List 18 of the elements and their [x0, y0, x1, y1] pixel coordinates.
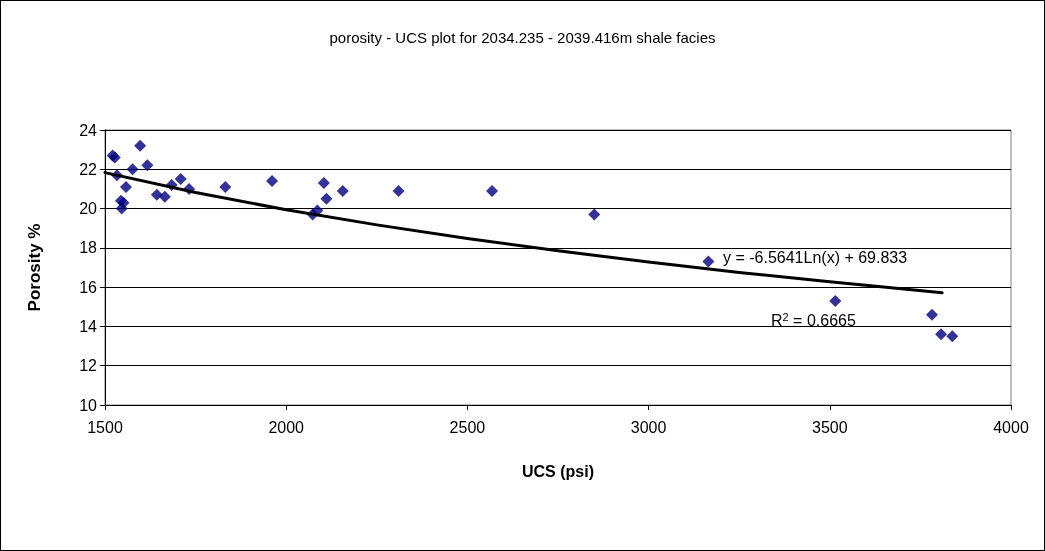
y-tick-label: 18 — [79, 239, 98, 257]
chart-title: porosity - UCS plot for 2034.235 - 2039.416m shale facies — [329, 29, 716, 46]
x-tick-label: 2500 — [449, 418, 486, 436]
y-tick-label: 22 — [79, 160, 98, 178]
x-tick-label: 3500 — [812, 418, 848, 436]
y-tick-label: 16 — [79, 278, 98, 296]
x-axis-title: UCS (psi) — [522, 462, 594, 480]
y-tick-label: 10 — [79, 396, 98, 414]
annotation: y = -6.5641Ln(x) + 69.833 — [723, 248, 908, 266]
y-axis-title: Porosity % — [25, 223, 44, 312]
x-tick-label: 4000 — [993, 418, 1029, 436]
x-tick-label: 3000 — [630, 418, 667, 436]
y-tick-label: 12 — [79, 357, 98, 375]
y-tick-label: 24 — [79, 121, 98, 139]
x-tick-label: 2000 — [268, 418, 305, 436]
y-tick-label: 20 — [79, 200, 98, 218]
y-tick-label: 14 — [79, 317, 98, 335]
x-tick-label: 1500 — [87, 418, 123, 436]
